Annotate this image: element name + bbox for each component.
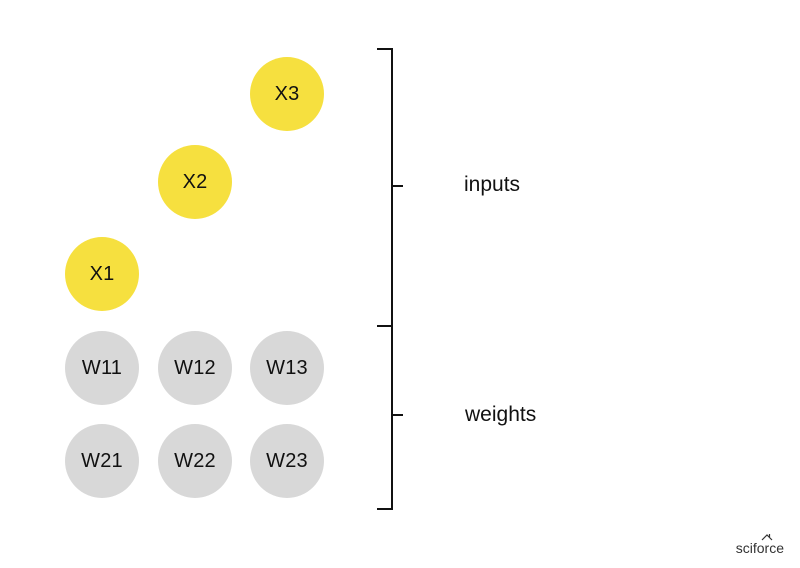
- weight-node-w23-label: W23: [266, 449, 308, 472]
- weight-node-w11-label: W11: [81, 356, 123, 379]
- inputs-bracket-spine: [391, 48, 393, 327]
- weight-node-w12-label: W12: [174, 356, 216, 379]
- weight-node-w22: W22: [158, 424, 232, 498]
- weight-node-w13: W13: [250, 331, 324, 405]
- weights-bracket-bottom-cap: [377, 508, 393, 510]
- brand-text: sciforce: [735, 540, 784, 556]
- weights-bracket-tick: [391, 414, 403, 416]
- input-node-x3: X3: [250, 57, 324, 131]
- weight-node-w23: W23: [250, 424, 324, 498]
- inputs-label: inputs: [464, 173, 521, 196]
- input-node-x1: X1: [65, 237, 139, 311]
- weight-node-w12: W12: [158, 331, 232, 405]
- inputs-bracket-tick: [391, 185, 403, 187]
- sciforce-logo: sciforce: [735, 534, 784, 556]
- input-node-x2: X2: [158, 145, 232, 219]
- weight-node-w21: W21: [65, 424, 139, 498]
- inputs-bracket-bottom-cap: [377, 325, 393, 327]
- weights-label: weights: [465, 403, 537, 426]
- weight-node-w13-label: W13: [266, 356, 308, 379]
- input-node-x1-label: X1: [89, 262, 115, 285]
- roof-icon: [761, 534, 773, 541]
- input-node-x3-label: X3: [274, 82, 300, 105]
- weight-node-w22-label: W22: [174, 449, 216, 472]
- weights-bracket-spine: [391, 325, 393, 510]
- inputs-bracket-top-cap: [377, 48, 393, 50]
- weight-node-w21-label: W21: [81, 449, 123, 472]
- weight-node-w11: W11: [65, 331, 139, 405]
- input-node-x2-label: X2: [182, 170, 208, 193]
